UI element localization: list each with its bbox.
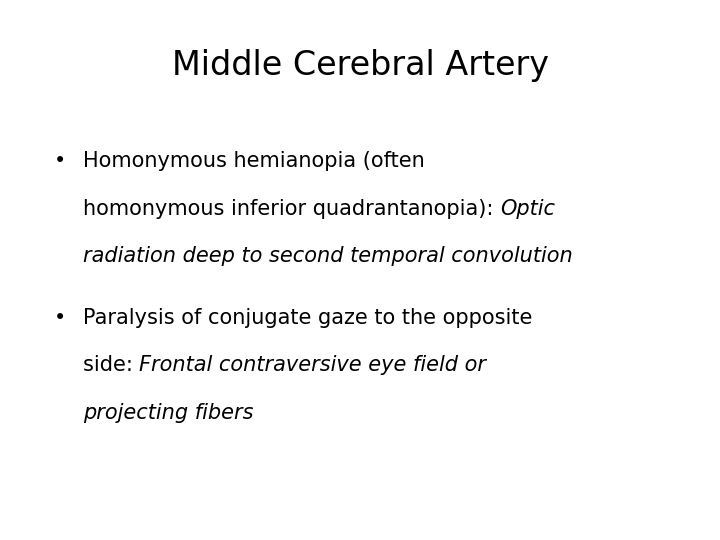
Text: radiation deep to second temporal convolution: radiation deep to second temporal convol… bbox=[83, 246, 572, 266]
Text: Homonymous hemianopia (often: Homonymous hemianopia (often bbox=[83, 151, 425, 171]
Text: Paralysis of conjugate gaze to the opposite: Paralysis of conjugate gaze to the oppos… bbox=[83, 308, 532, 328]
Text: homonymous inferior quadrantanopia):: homonymous inferior quadrantanopia): bbox=[83, 199, 500, 219]
Text: •: • bbox=[54, 308, 66, 328]
Text: Frontal contraversive eye field or: Frontal contraversive eye field or bbox=[139, 355, 486, 375]
Text: Optic: Optic bbox=[500, 199, 555, 219]
Text: Middle Cerebral Artery: Middle Cerebral Artery bbox=[171, 49, 549, 82]
Text: projecting fibers: projecting fibers bbox=[83, 403, 253, 423]
Text: side:: side: bbox=[83, 355, 139, 375]
Text: •: • bbox=[54, 151, 66, 171]
